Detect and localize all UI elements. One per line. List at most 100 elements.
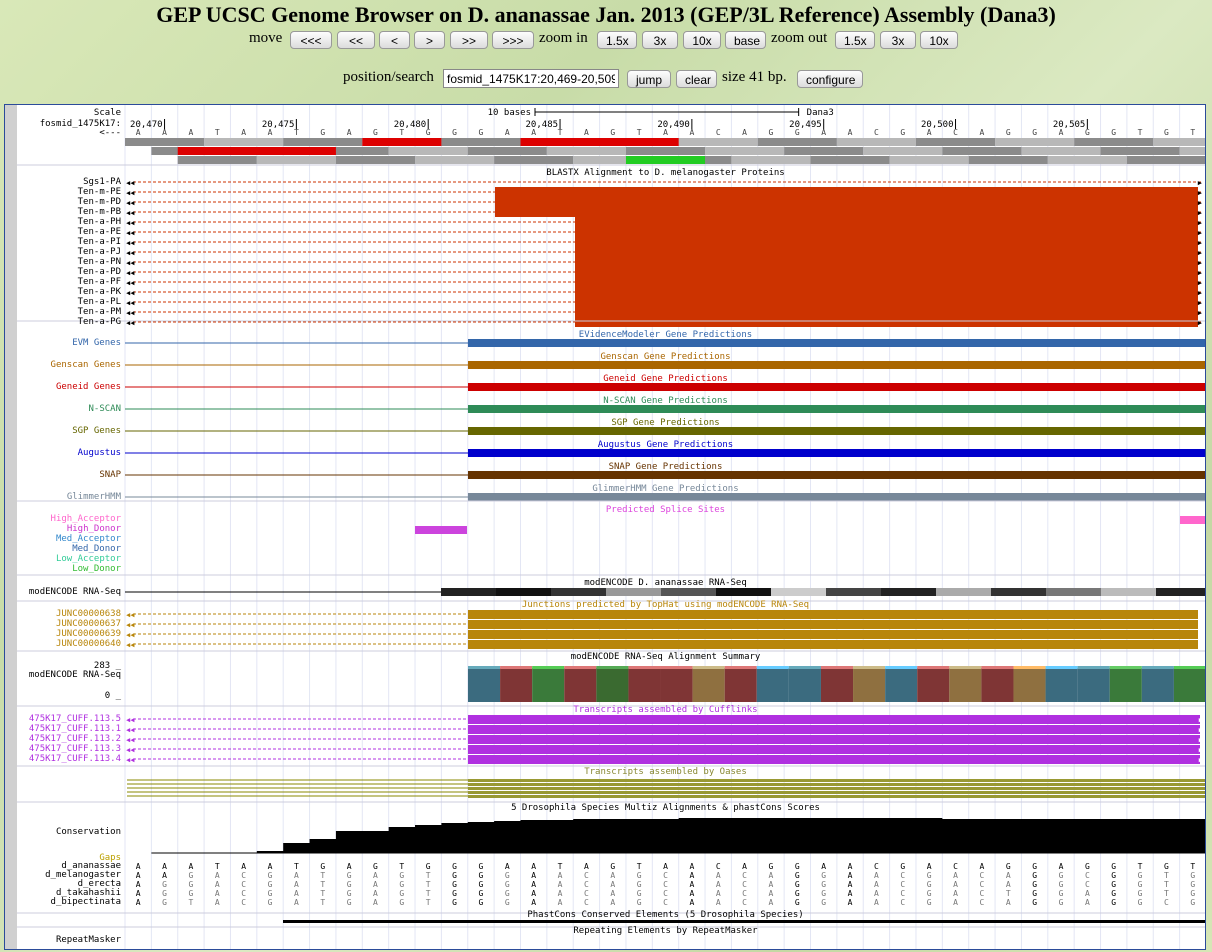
strand-arrow-label[interactable]: <--- <box>99 128 121 138</box>
aligned-base: G <box>347 880 352 889</box>
prediction-track-label[interactable]: SNAP <box>99 470 121 480</box>
aligned-base: C <box>241 880 246 889</box>
species-label[interactable]: d_erecta <box>77 879 121 889</box>
species-label[interactable]: d_ananassae <box>61 861 121 871</box>
aligned-base: G <box>189 880 194 889</box>
rnaseq-coverage-segment <box>881 588 936 596</box>
splice-label[interactable]: High_Acceptor <box>50 514 121 524</box>
base-letter: G <box>1032 128 1037 137</box>
move-left-button[interactable]: << <box>337 31 375 49</box>
blastx-label[interactable]: Ten-a-PI <box>77 237 121 247</box>
blastx-label[interactable]: Ten-a-PJ <box>77 247 121 257</box>
chrom-label[interactable]: fosmid_1475K17: <box>39 119 121 129</box>
prediction-track-label[interactable]: SGP Genes <box>72 426 121 436</box>
aligned-base: A <box>689 880 694 889</box>
blastx-label[interactable]: Ten-a-PK <box>77 287 121 297</box>
prediction-track-label[interactable]: N-SCAN <box>88 404 121 414</box>
zoom-in-3x-button[interactable]: 3x <box>642 31 678 49</box>
zoom-in-10x-button[interactable]: 10x <box>683 31 721 49</box>
tophat-label[interactable]: JUNC00000637 <box>55 619 121 629</box>
ruler-position-label: 20,480 <box>394 120 427 130</box>
splice-label[interactable]: Med_Acceptor <box>55 534 121 544</box>
prediction-track-label[interactable]: Genscan Genes <box>50 360 121 370</box>
move-step-left-button[interactable]: < <box>379 31 410 49</box>
zoom-out-1.5x-button[interactable]: 1.5x <box>835 31 875 49</box>
aligned-base: G <box>1032 889 1037 898</box>
blastx-label[interactable]: Ten-a-PL <box>77 297 121 307</box>
blastx-label[interactable]: Ten-a-PH <box>77 217 121 227</box>
blastx-label[interactable]: Ten-a-PE <box>77 227 121 237</box>
aligned-base: A <box>689 889 694 898</box>
prediction-track-label[interactable]: GlimmerHMM <box>66 492 121 502</box>
cufflinks-label[interactable]: 475K17_CUFF.113.2 <box>28 734 121 744</box>
splice-label[interactable]: Low_Acceptor <box>55 554 121 564</box>
move-far-left-button[interactable]: <<< <box>290 31 332 49</box>
aligned-base: C <box>241 898 246 907</box>
blastx-label[interactable]: Ten-m-PD <box>77 197 121 207</box>
blastx-label[interactable]: Ten-a-PM <box>77 307 121 317</box>
blastx-label[interactable]: Ten-a-PN <box>77 257 121 267</box>
tophat-label[interactable]: JUNC00000638 <box>55 609 121 619</box>
blastx-alignment-block <box>575 237 1198 247</box>
zoom-base-button[interactable]: base <box>725 31 766 49</box>
move-step-right-button[interactable]: > <box>414 31 445 49</box>
aligned-base: G <box>189 871 194 880</box>
species-label[interactable]: d_bipectinata <box>50 897 121 907</box>
prediction-track-title: EVidenceModeler Gene Predictions <box>578 330 753 340</box>
blastx-label[interactable]: Ten-a-PF <box>77 277 121 287</box>
prediction-track-label[interactable]: EVM Genes <box>72 338 121 348</box>
species-label[interactable]: d_takahashii <box>55 888 121 898</box>
genome-browser-image[interactable]: 10 bases Dana3 20,470 20,475 20,480 20,485 20,… <box>4 104 1206 950</box>
clear-button[interactable]: clear <box>676 70 717 88</box>
repeatmasker-label[interactable]: RepeatMasker <box>55 935 121 945</box>
aligned-base: G <box>1190 889 1195 898</box>
jump-button[interactable]: jump <box>627 70 671 88</box>
configure-button[interactable]: configure <box>797 70 863 88</box>
zoom-out-10x-button[interactable]: 10x <box>920 31 958 49</box>
tophat-label[interactable]: JUNC00000640 <box>55 639 121 649</box>
prediction-track-label[interactable]: Geneid Genes <box>55 382 121 392</box>
rnasummary-label[interactable]: modENCODE RNA-Seq <box>28 670 121 680</box>
blastx-label[interactable]: Ten-a-PD <box>77 267 121 277</box>
blastx-label[interactable]: Ten-a-PG <box>77 317 121 327</box>
zoom-out-3x-button[interactable]: 3x <box>880 31 916 49</box>
right-arrow-icon: ▶ <box>1198 309 1203 317</box>
rnaseq-label[interactable]: modENCODE RNA-Seq <box>28 587 121 597</box>
blastx-label[interactable]: Ten-m-PB <box>77 207 121 217</box>
cufflinks-label[interactable]: 475K17_CUFF.113.4 <box>28 754 121 764</box>
cufflinks-label[interactable]: 475K17_CUFF.113.1 <box>28 724 121 734</box>
rnasummary-bar <box>1013 668 1046 702</box>
cufflinks-label[interactable]: 475K17_CUFF.113.5 <box>28 714 121 724</box>
left-arrow-icon: ◀◀ <box>126 309 135 317</box>
move-far-right-button[interactable]: >>> <box>492 31 534 49</box>
prediction-track-label[interactable]: Augustus <box>77 448 121 458</box>
species-label[interactable]: d_melanogaster <box>45 870 121 880</box>
rnasummary-max-label[interactable]: 283 _ <box>93 661 121 671</box>
scale-label[interactable]: Scale <box>93 108 121 118</box>
blastx-label[interactable]: Ten-m-PE <box>77 187 121 197</box>
blastx-alignment-block <box>575 317 1198 327</box>
amino-acid-cell <box>968 156 1048 164</box>
aligned-base: G <box>505 871 510 880</box>
rnasummary-min-label[interactable]: 0 _ <box>104 691 121 701</box>
aligned-base: A <box>215 898 220 907</box>
aligned-base: G <box>479 880 484 889</box>
splice-label[interactable]: High_Donor <box>66 524 121 534</box>
aligned-base: T <box>426 898 431 907</box>
aligned-base: G <box>795 889 800 898</box>
cufflinks-label[interactable]: 475K17_CUFF.113.3 <box>28 744 121 754</box>
aligned-base: A <box>136 880 141 889</box>
aligned-base: T <box>320 880 325 889</box>
position-search-input[interactable] <box>443 69 619 88</box>
blastx-label[interactable]: Sgs1-PA <box>83 177 121 187</box>
tophat-track-title: Junctions predicted by TopHat using modE… <box>521 600 810 610</box>
move-right-button[interactable]: >> <box>450 31 488 49</box>
tophat-label[interactable]: JUNC00000639 <box>55 629 121 639</box>
splice-label[interactable]: Med_Donor <box>72 544 121 554</box>
gaps-label[interactable]: Gaps <box>99 853 121 863</box>
rnasummary-bar-top <box>532 666 565 669</box>
left-arrow-icon: ◀◀ <box>126 641 135 649</box>
splice-label[interactable]: Low_Donor <box>72 564 121 574</box>
conservation-label[interactable]: Conservation <box>55 827 121 837</box>
zoom-in-1.5x-button[interactable]: 1.5x <box>597 31 637 49</box>
